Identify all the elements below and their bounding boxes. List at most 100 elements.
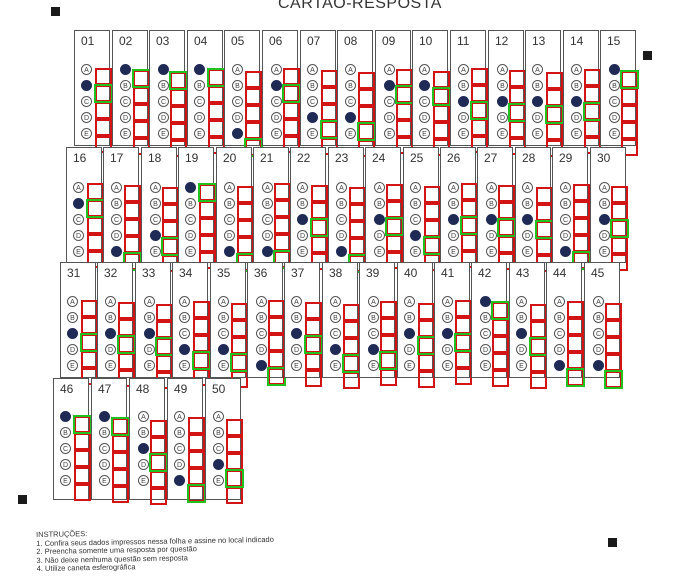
answer-bubble-c[interactable]: C [232, 96, 243, 107]
answer-bubble-c[interactable]: C [554, 328, 565, 339]
answer-bubble-a[interactable]: A [486, 182, 497, 193]
answer-bubble-c[interactable]: C [374, 214, 385, 225]
answer-bubble-b[interactable]: B [158, 80, 169, 91]
answer-bubble-c[interactable]: C [307, 96, 318, 107]
answer-bubble-b[interactable]: B [218, 312, 229, 323]
answer-bubble-b[interactable]: B [174, 427, 185, 438]
answer-bubble-a[interactable]: A [105, 296, 116, 307]
answer-bubble-e[interactable]: E [218, 360, 229, 371]
answer-bubble-d[interactable]: D [571, 112, 582, 123]
answer-bubble-e[interactable]: E [497, 128, 508, 139]
answer-bubble-d[interactable]: D [532, 112, 543, 123]
answer-bubble-d[interactable]: D [419, 112, 430, 123]
answer-bubble-e[interactable]: E [111, 246, 122, 257]
answer-bubble-b[interactable]: B [144, 312, 155, 323]
answer-bubble-c[interactable]: C [497, 96, 508, 107]
answer-bubble-b[interactable]: B [554, 312, 565, 323]
answer-bubble-e[interactable]: E [271, 128, 282, 139]
answer-bubble-b[interactable]: B [105, 312, 116, 323]
answer-bubble-b[interactable]: B [60, 427, 71, 438]
answer-bubble-d[interactable]: D [458, 112, 469, 123]
answer-bubble-d[interactable]: D [497, 112, 508, 123]
answer-bubble-d[interactable]: D [144, 344, 155, 355]
answer-bubble-a[interactable]: A [224, 182, 235, 193]
answer-bubble-b[interactable]: B [419, 80, 430, 91]
answer-bubble-b[interactable]: B [486, 198, 497, 209]
answer-bubble-d[interactable]: D [262, 230, 273, 241]
answer-bubble-a[interactable]: A [73, 182, 84, 193]
answer-bubble-c[interactable]: C [194, 96, 205, 107]
answer-bubble-e[interactable]: E [144, 360, 155, 371]
answer-bubble-d[interactable]: D [194, 112, 205, 123]
answer-bubble-e[interactable]: E [99, 475, 110, 486]
answer-bubble-c[interactable]: C [532, 96, 543, 107]
answer-bubble-d[interactable]: D [111, 230, 122, 241]
answer-bubble-b[interactable]: B [560, 198, 571, 209]
answer-bubble-d[interactable]: D [560, 230, 571, 241]
answer-bubble-a[interactable]: A [384, 64, 395, 75]
answer-bubble-d[interactable]: D [410, 230, 421, 241]
answer-bubble-c[interactable]: C [442, 328, 453, 339]
answer-bubble-a[interactable]: A [571, 64, 582, 75]
answer-bubble-e[interactable]: E [560, 246, 571, 257]
answer-bubble-b[interactable]: B [599, 198, 610, 209]
answer-bubble-e[interactable]: E [60, 475, 71, 486]
answer-bubble-e[interactable]: E [374, 246, 385, 257]
answer-bubble-a[interactable]: A [271, 64, 282, 75]
answer-bubble-d[interactable]: D [120, 112, 131, 123]
answer-bubble-c[interactable]: C [404, 328, 415, 339]
answer-bubble-b[interactable]: B [609, 80, 620, 91]
answer-bubble-b[interactable]: B [532, 80, 543, 91]
answer-bubble-b[interactable]: B [516, 312, 527, 323]
answer-bubble-a[interactable]: A [218, 296, 229, 307]
answer-bubble-b[interactable]: B [81, 80, 92, 91]
answer-bubble-e[interactable]: E [297, 246, 308, 257]
answer-bubble-d[interactable]: D [480, 344, 491, 355]
answer-bubble-d[interactable]: D [179, 344, 190, 355]
answer-bubble-e[interactable]: E [516, 360, 527, 371]
answer-bubble-e[interactable]: E [593, 360, 604, 371]
answer-bubble-b[interactable]: B [522, 198, 533, 209]
answer-bubble-c[interactable]: C [297, 214, 308, 225]
answer-bubble-a[interactable]: A [307, 64, 318, 75]
answer-bubble-c[interactable]: C [179, 328, 190, 339]
answer-bubble-e[interactable]: E [158, 128, 169, 139]
answer-bubble-d[interactable]: D [336, 230, 347, 241]
answer-bubble-a[interactable]: A [419, 64, 430, 75]
answer-bubble-c[interactable]: C [291, 328, 302, 339]
answer-bubble-d[interactable]: D [297, 230, 308, 241]
answer-bubble-e[interactable]: E [442, 360, 453, 371]
answer-bubble-c[interactable]: C [120, 96, 131, 107]
answer-bubble-d[interactable]: D [213, 459, 224, 470]
answer-bubble-b[interactable]: B [480, 312, 491, 323]
answer-bubble-e[interactable]: E [410, 246, 421, 257]
answer-bubble-e[interactable]: E [81, 128, 92, 139]
answer-bubble-d[interactable]: D [554, 344, 565, 355]
answer-bubble-d[interactable]: D [138, 459, 149, 470]
answer-bubble-e[interactable]: E [532, 128, 543, 139]
answer-bubble-c[interactable]: C [138, 443, 149, 454]
answer-bubble-e[interactable]: E [368, 360, 379, 371]
answer-bubble-e[interactable]: E [419, 128, 430, 139]
answer-bubble-d[interactable]: D [67, 344, 78, 355]
answer-bubble-a[interactable]: A [67, 296, 78, 307]
answer-bubble-a[interactable]: A [262, 182, 273, 193]
answer-bubble-b[interactable]: B [307, 80, 318, 91]
answer-bubble-b[interactable]: B [593, 312, 604, 323]
answer-bubble-e[interactable]: E [336, 246, 347, 257]
answer-bubble-e[interactable]: E [67, 360, 78, 371]
answer-bubble-a[interactable]: A [60, 411, 71, 422]
answer-bubble-a[interactable]: A [458, 64, 469, 75]
answer-bubble-c[interactable]: C [368, 328, 379, 339]
answer-bubble-b[interactable]: B [138, 427, 149, 438]
answer-bubble-a[interactable]: A [179, 296, 190, 307]
answer-bubble-c[interactable]: C [419, 96, 430, 107]
answer-bubble-d[interactable]: D [384, 112, 395, 123]
answer-bubble-c[interactable]: C [67, 328, 78, 339]
answer-bubble-b[interactable]: B [330, 312, 341, 323]
answer-bubble-a[interactable]: A [497, 64, 508, 75]
answer-bubble-c[interactable]: C [522, 214, 533, 225]
answer-bubble-a[interactable]: A [120, 64, 131, 75]
answer-bubble-e[interactable]: E [73, 246, 84, 257]
answer-bubble-b[interactable]: B [111, 198, 122, 209]
